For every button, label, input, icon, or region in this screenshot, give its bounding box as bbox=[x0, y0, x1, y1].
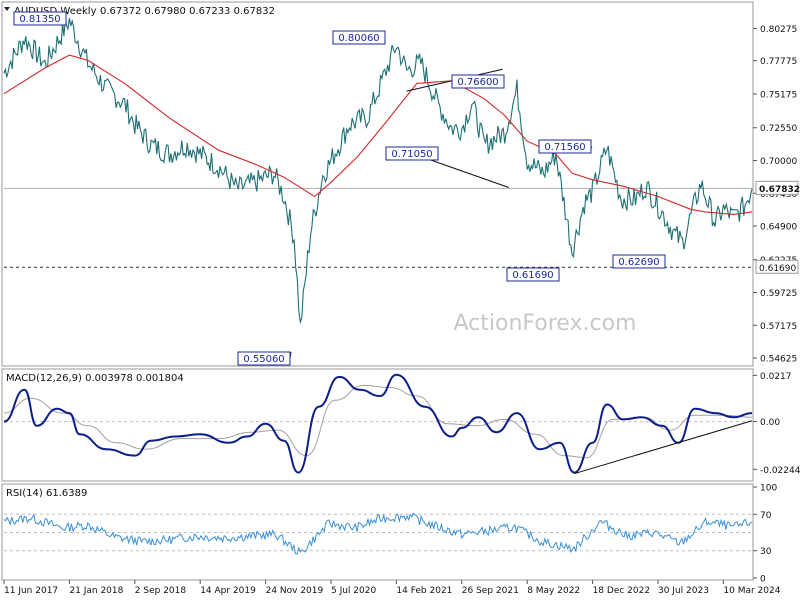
rsi-y-tick-label: 0 bbox=[760, 575, 766, 585]
support-level-label: 0.61690 bbox=[759, 264, 796, 274]
level-label-box bbox=[385, 146, 439, 161]
macd-panel-frame bbox=[1, 368, 754, 482]
chart-ohlc: 0.67372 0.67980 0.67233 0.67832 bbox=[100, 6, 275, 17]
moving-average-line bbox=[3, 54, 753, 215]
level-label-text: 0.71560 bbox=[544, 142, 585, 153]
level-label-box bbox=[612, 254, 666, 269]
level-label-text: 0.55060 bbox=[243, 354, 284, 365]
x-tick-label: 24 Nov 2019 bbox=[266, 586, 324, 596]
price-series-line bbox=[3, 18, 753, 325]
price-panel-frame bbox=[1, 1, 754, 367]
rsi-y-tick-label: 30 bbox=[760, 547, 772, 557]
rsi-y-tick-label: 70 bbox=[760, 511, 772, 521]
price-y-tick-label: 0.57175 bbox=[760, 322, 797, 332]
level-label-text: 0.80060 bbox=[338, 33, 379, 44]
watermark: ActionForex.com bbox=[454, 311, 637, 336]
x-tick-label: 2 Sep 2018 bbox=[135, 586, 187, 596]
level-label-box bbox=[506, 267, 560, 282]
x-tick-label: 26 Sep 2021 bbox=[462, 586, 519, 596]
axis-layer: 0.802750.777750.751750.725500.700000.674… bbox=[3, 25, 800, 596]
price-y-tick-label: 0.54625 bbox=[760, 355, 797, 365]
price-y-tick-label: 0.75175 bbox=[760, 91, 797, 101]
support-level-tag bbox=[755, 259, 799, 274]
price-y-tick-label: 0.80275 bbox=[760, 25, 797, 35]
price-layer: 0.81350 0.80060 0.76600 0.71050 0.71560 0.616… bbox=[3, 11, 753, 366]
macd-layer bbox=[3, 373, 753, 475]
level-label-text: 0.71050 bbox=[391, 149, 432, 160]
rsi-title: RSI(14) 61.6389 bbox=[6, 488, 87, 499]
level-label-box bbox=[237, 351, 291, 366]
price-y-tick-label: 0.77775 bbox=[760, 57, 797, 67]
rsi-panel-frame bbox=[1, 483, 754, 581]
level-label-box bbox=[332, 30, 386, 45]
x-tick-label: 10 Mar 2024 bbox=[723, 586, 780, 596]
level-label-text: 0.81350 bbox=[19, 14, 60, 25]
current-price-label: 0.67832 bbox=[759, 185, 800, 195]
level-label-box bbox=[538, 139, 592, 154]
price-y-tick-label: 0.59725 bbox=[760, 289, 797, 299]
macd-y-tick-label: 0.00 bbox=[760, 418, 780, 428]
macd-y-tick-label: -0.022445 bbox=[760, 466, 800, 476]
price-y-tick-label: 0.64900 bbox=[760, 223, 797, 233]
macd-trend-line bbox=[574, 420, 753, 475]
rsi-line bbox=[3, 512, 753, 555]
x-tick-label: 30 Jul 2023 bbox=[658, 586, 709, 596]
x-tick-label: 14 Feb 2021 bbox=[396, 586, 452, 596]
rsi-y-tick-label: 100 bbox=[760, 484, 777, 494]
x-tick-label: 5 Jul 2020 bbox=[331, 586, 376, 596]
x-tick-label: 14 Apr 2019 bbox=[200, 586, 256, 596]
price-y-tick-label: 0.72550 bbox=[760, 124, 797, 134]
x-tick-label: 11 Jun 2017 bbox=[4, 586, 58, 596]
level-label-text: 0.62690 bbox=[618, 257, 659, 268]
x-tick-label: 18 Dec 2022 bbox=[593, 586, 651, 596]
dropdown-triangle-icon[interactable] bbox=[4, 7, 10, 11]
macd-y-tick-label: 0.0217 bbox=[760, 372, 792, 382]
level-label-text: 0.76600 bbox=[457, 77, 498, 88]
price-y-tick-label: 0.70000 bbox=[760, 157, 797, 167]
x-tick-label: 21 Jan 2018 bbox=[69, 586, 123, 596]
macd-line bbox=[3, 373, 753, 474]
level-label-box bbox=[13, 11, 67, 26]
x-tick-label: 8 May 2022 bbox=[527, 586, 580, 596]
level-label-box bbox=[451, 74, 505, 89]
rsi-layer bbox=[3, 512, 753, 555]
current-price-tag bbox=[755, 180, 799, 195]
macd-title: MACD(12,26,9) 0.003978 0.001804 bbox=[6, 373, 184, 384]
level-label-text: 0.61690 bbox=[512, 270, 553, 281]
